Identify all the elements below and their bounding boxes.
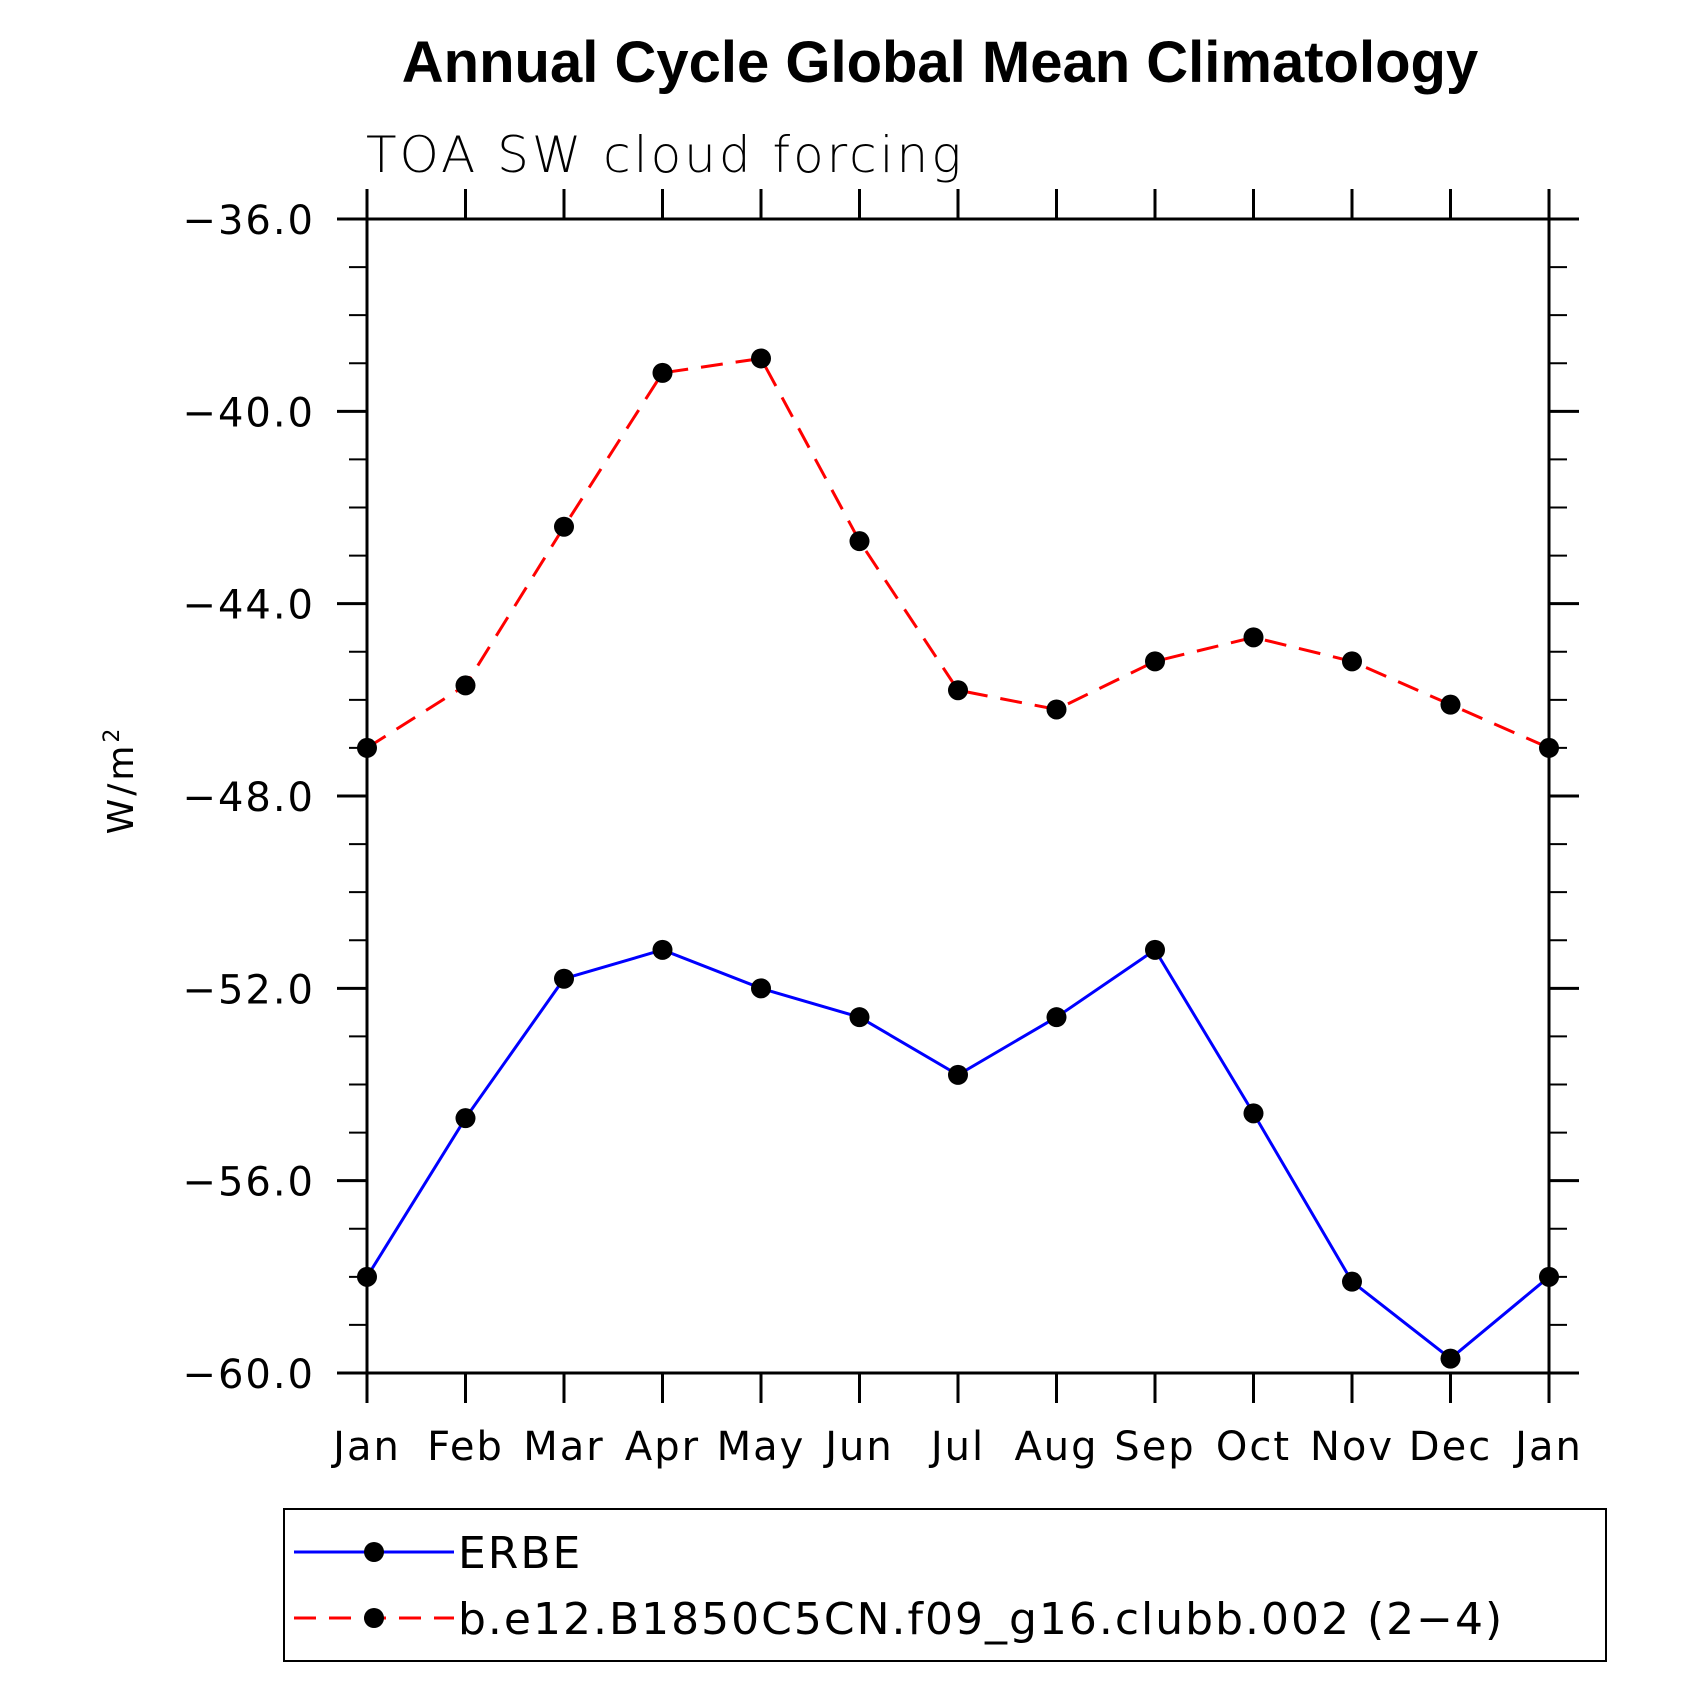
y-tick-label: −40.0 [182, 390, 315, 436]
y-tick-label: −48.0 [182, 775, 315, 821]
legend-marker-2 [364, 1608, 384, 1628]
series-1-point [1046, 1007, 1067, 1028]
x-tick-label: Mar [523, 1424, 604, 1470]
series-1-point [1440, 1348, 1461, 1369]
y-tick-label: −44.0 [182, 583, 315, 629]
chart-subtitle: TOA SW cloud forcing [366, 126, 964, 184]
series-line-1 [365, 947, 1550, 1361]
series-2-point [357, 737, 377, 758]
x-tick-label: Jan [330, 1424, 401, 1470]
plot-area: −60.0 −56.0 −52.0 −48.0 −44.0 −40.0 −36.0 Jan Fe… [182, 189, 1583, 1470]
x-tick-label: Dec [1409, 1424, 1492, 1470]
x-tick-label: Apr [625, 1424, 700, 1470]
series-1-point [849, 1007, 870, 1028]
series-1-point [1342, 1271, 1362, 1292]
series-2-point [1539, 737, 1559, 758]
y-tick-label: −52.0 [182, 967, 315, 1013]
legend-marker-1 [364, 1542, 384, 1562]
series-1-point [1145, 939, 1165, 960]
x-tick-label: Oct [1216, 1424, 1291, 1470]
x-tick-label: Aug [1014, 1424, 1098, 1470]
series-1-point [554, 968, 574, 989]
series-1-point [357, 1266, 377, 1287]
chart-title: Annual Cycle Global Mean Climatology [402, 30, 1478, 95]
x-tick-label: Feb [427, 1424, 504, 1470]
series-2-point [554, 516, 574, 537]
y-tick-label: −36.0 [182, 198, 315, 244]
x-tick-label: Sep [1114, 1424, 1195, 1470]
series-2-point [1243, 627, 1264, 648]
series-1-point [455, 1108, 476, 1129]
series-2-point [849, 531, 870, 552]
legend-box [283, 1508, 1607, 1662]
legend-label-1: ERBE [458, 1528, 582, 1579]
x-tick-label: Jul [928, 1424, 985, 1470]
legend-label-2: b.e12.B1850C5CN.f09_g16.clubb.002 (2−4) [458, 1594, 1504, 1645]
series-1-point [751, 978, 771, 999]
series-2-point [1046, 699, 1067, 720]
x-tick-label: May [717, 1424, 806, 1470]
series-2-point [948, 680, 968, 701]
y-axis-label-text: W/m [101, 743, 142, 835]
series-2-point [1145, 651, 1165, 672]
series-1-point [948, 1064, 968, 1085]
plot-frame [365, 217, 1551, 1375]
series-2-point [1342, 651, 1362, 672]
series-2-point [455, 675, 476, 696]
series-1-point [652, 939, 673, 960]
y-tick-label: −60.0 [182, 1352, 315, 1398]
series-2-point [1440, 694, 1461, 715]
y-tick-label: −56.0 [182, 1160, 315, 1206]
x-tick-label: Nov [1310, 1424, 1394, 1470]
series-2-point [751, 348, 771, 369]
series-1-point [1539, 1266, 1559, 1287]
y-axis-label-superscript: 2 [100, 726, 125, 743]
x-tick-label: Jan [1512, 1424, 1583, 1470]
series-2-point [652, 362, 673, 383]
y-axis-label: W/m2 [100, 726, 142, 835]
legend: ERBE b.e12.B1850C5CN.f09_g16.clubb.002 (2… [283, 1508, 1607, 1662]
series-1-point [1243, 1103, 1264, 1124]
x-tick-label: Jun [822, 1424, 894, 1470]
